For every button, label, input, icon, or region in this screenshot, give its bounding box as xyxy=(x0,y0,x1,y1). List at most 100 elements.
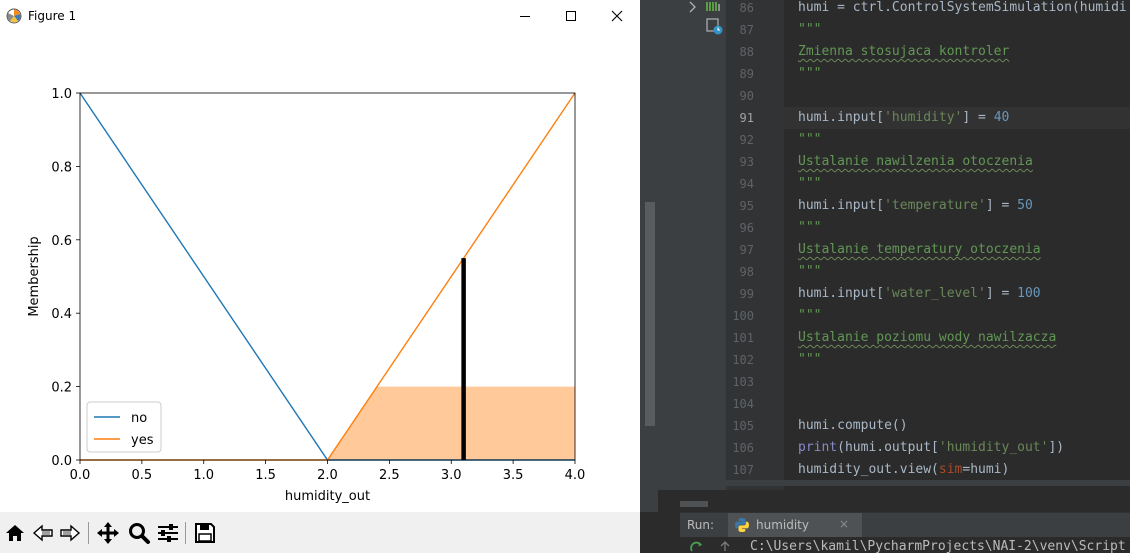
scrollbar-thumb[interactable] xyxy=(645,202,655,426)
code-token: 'water_level' xyxy=(884,286,986,301)
x-tick-label: 3.5 xyxy=(503,468,524,483)
x-axis-label: humidity_out xyxy=(285,489,370,504)
y-tick-label: 0.6 xyxy=(51,234,72,249)
y-tick-label: 0.0 xyxy=(51,454,72,469)
code-token: humi.compute() xyxy=(798,418,908,433)
editor-bottom-scrollbar[interactable] xyxy=(680,492,1130,512)
line-number: 86 xyxy=(739,1,754,15)
line-number: 100 xyxy=(732,309,754,323)
scrollbar-thumb[interactable] xyxy=(680,501,708,507)
line-number: 96 xyxy=(739,221,754,235)
horizontal-scrollbar[interactable] xyxy=(680,478,1130,488)
toolbar-separator xyxy=(185,522,186,544)
line-number: 105 xyxy=(732,419,754,433)
line-number: 102 xyxy=(732,353,754,367)
current-line-highlight xyxy=(784,107,1130,129)
code-editor[interactable]: humi = ctrl.ControlSystemSimulation(humi… xyxy=(784,0,1130,490)
configure-subplots-button[interactable] xyxy=(155,520,181,546)
code-line[interactable]: """ xyxy=(798,129,821,151)
code-line[interactable]: humi.input['temperature'] = 50 xyxy=(798,195,1033,217)
activation-area xyxy=(327,386,575,460)
code-line[interactable]: print(humi.output['humidity_out']) xyxy=(798,437,1064,459)
code-token: """ xyxy=(798,352,822,367)
back-button[interactable] xyxy=(30,520,56,546)
configure-subplots-icon xyxy=(158,524,178,542)
scroll-up-icon[interactable] xyxy=(720,541,730,551)
legend: no yes xyxy=(86,401,162,453)
save-button[interactable] xyxy=(192,520,218,546)
x-tick-label: 2.0 xyxy=(317,468,338,483)
close-tab-icon[interactable]: × xyxy=(839,517,850,531)
home-button[interactable] xyxy=(2,520,28,546)
maximize-button[interactable] xyxy=(548,0,594,32)
rerun-icon[interactable] xyxy=(690,541,704,553)
code-line[interactable]: Ustalanie temperatury otoczenia xyxy=(798,239,1041,261)
code-token: (humi.output[ xyxy=(837,440,939,455)
code-line[interactable]: Zmienna stosujaca kontroler xyxy=(798,41,1009,63)
forward-button[interactable] xyxy=(57,520,83,546)
x-tick-label: 4.0 xyxy=(565,468,586,483)
membership-plot[interactable]: 0.0 0.5 1.0 1.5 2.0 2.5 3.0 3.5 4.0 0.0 0.2 0.4 0.6 0… xyxy=(0,32,640,512)
ticks-layer: 0.0 0.5 1.0 1.5 2.0 2.5 3.0 3.5 4.0 0.0 0.2 0.4 0.6 0… xyxy=(51,87,585,483)
code-token: print xyxy=(798,440,838,455)
figure-toolbar xyxy=(0,512,640,553)
code-token: humi = ctrl.ControlSystemSimulation(humi… xyxy=(798,0,1127,15)
code-token: 'humidity_out' xyxy=(938,440,1049,455)
chevron-right-icon[interactable] xyxy=(688,1,698,13)
forward-icon xyxy=(60,524,81,542)
code-line[interactable]: humidity_out.view(sim=humi) xyxy=(798,459,1009,481)
y-tick-label: 1.0 xyxy=(51,87,72,102)
code-token: ] = xyxy=(962,110,994,125)
python-icon xyxy=(735,518,749,532)
minimize-button[interactable] xyxy=(502,0,548,32)
code-token: humidity_out.view( xyxy=(798,462,939,477)
code-token: =humi) xyxy=(962,462,1010,477)
title-bar[interactable]: Figure 1 xyxy=(0,0,640,32)
x-tick-label: 2.5 xyxy=(379,468,400,483)
code-token: """ xyxy=(798,220,822,235)
code-line[interactable]: """ xyxy=(798,63,821,85)
zoom-button[interactable] xyxy=(126,520,152,546)
code-token: """ xyxy=(798,176,822,191)
code-token: ]) xyxy=(1048,440,1065,455)
x-tick-label: 1.5 xyxy=(255,468,276,483)
code-line[interactable]: """ xyxy=(798,261,821,283)
run-console[interactable]: C:\Users\kamil\PycharmProjects\NAI-2\ven… xyxy=(680,537,1130,553)
code-line[interactable]: """ xyxy=(798,305,821,327)
y-axis-label: Membership xyxy=(27,236,42,316)
zoom-icon xyxy=(129,523,150,544)
code-line[interactable]: humi = ctrl.ControlSystemSimulation(humi… xyxy=(798,0,1127,19)
vertical-scrollbar[interactable] xyxy=(640,0,658,512)
code-token: 50 xyxy=(1017,198,1033,213)
line-number: 104 xyxy=(732,397,754,411)
code-line[interactable]: Ustalanie poziomu wody nawilzacza xyxy=(798,327,1056,349)
run-tab-humidity[interactable]: humidity × xyxy=(728,513,862,537)
line-number: 97 xyxy=(739,243,754,257)
code-line[interactable]: humi.input['humidity'] = 40 xyxy=(798,107,1009,129)
code-line[interactable]: """ xyxy=(798,19,821,41)
code-token: 'humidity' xyxy=(884,110,963,125)
save-icon xyxy=(195,523,215,543)
code-line[interactable]: Ustalanie nawilzenia otoczenia xyxy=(798,151,1033,173)
run-tool-window-bar: Run: humidity × xyxy=(680,512,1130,537)
line-number: 91 xyxy=(739,111,754,125)
scratches-icon[interactable] xyxy=(706,18,724,36)
line-number: 99 xyxy=(739,287,754,301)
y-tick-label: 0.4 xyxy=(51,307,72,322)
code-line[interactable]: humi.compute() xyxy=(798,415,908,437)
code-token: ] = xyxy=(985,198,1018,213)
code-line[interactable]: """ xyxy=(798,173,821,195)
code-line[interactable]: humi.input['water_level'] = 100 xyxy=(798,283,1041,305)
line-number: 101 xyxy=(732,331,754,345)
code-token: """ xyxy=(798,132,822,147)
home-icon xyxy=(6,525,24,541)
pan-button[interactable] xyxy=(95,520,121,546)
code-token: 40 xyxy=(993,110,1010,125)
code-line[interactable]: """ xyxy=(798,217,821,239)
code-line[interactable]: """ xyxy=(798,349,821,371)
close-button[interactable] xyxy=(594,0,640,32)
library-icon[interactable] xyxy=(706,0,722,12)
run-label: Run: xyxy=(687,518,715,532)
pan-icon xyxy=(97,522,119,544)
line-number: 106 xyxy=(732,441,754,455)
